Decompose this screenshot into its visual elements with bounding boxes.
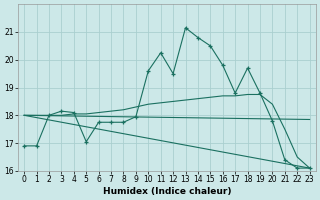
X-axis label: Humidex (Indice chaleur): Humidex (Indice chaleur): [103, 187, 231, 196]
